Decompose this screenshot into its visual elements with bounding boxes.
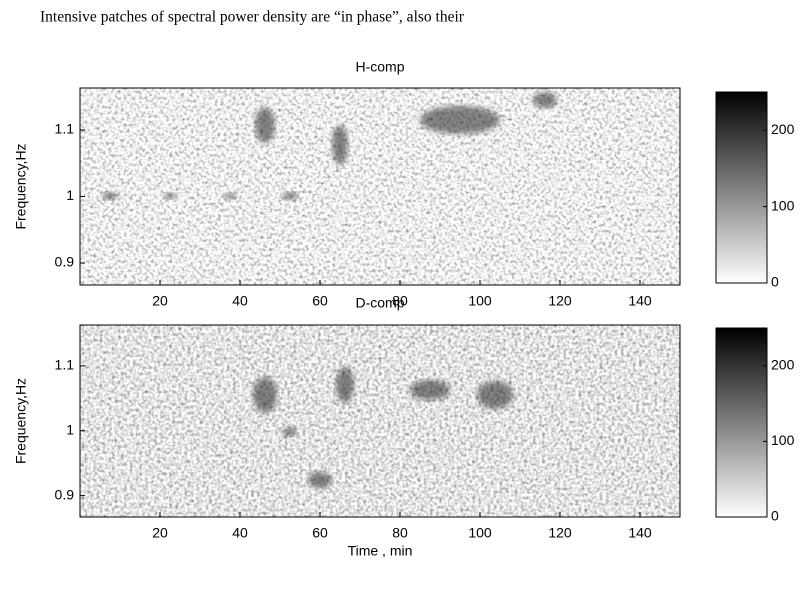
colorbar	[715, 327, 768, 518]
x-tick-label: 20	[152, 293, 168, 309]
spectrogram	[80, 88, 680, 285]
colorbar-tick-label: 200	[771, 357, 795, 373]
colorbar-tick-label: 200	[771, 121, 795, 137]
power-patch	[253, 377, 277, 413]
x-axis-label: Time , min	[348, 543, 413, 559]
colorbar-tick-label: 0	[771, 274, 779, 290]
y-tick-label: 1.1	[55, 357, 75, 373]
colorbar-tick-label: 100	[771, 197, 795, 213]
plot-frame	[79, 324, 681, 518]
y-tick-label: 0.9	[55, 486, 75, 502]
panel-title: D-comp	[355, 295, 404, 311]
x-tick-label: 120	[548, 293, 572, 309]
power-patch	[533, 92, 557, 108]
x-tick-label: 20	[152, 525, 168, 541]
y-tick-label: 1.1	[55, 121, 75, 137]
x-tick-label: 140	[628, 293, 652, 309]
power-patch	[332, 125, 348, 165]
x-tick-label: 100	[468, 525, 492, 541]
y-axis-label: Frequency,Hz	[13, 378, 29, 464]
body-text: Intensive patches of spectral power dens…	[40, 9, 465, 26]
x-tick-label: 100	[468, 293, 492, 309]
power-patch	[283, 427, 297, 437]
x-tick-label: 120	[548, 525, 572, 541]
y-tick-label: 1	[66, 187, 74, 203]
x-tick-label: 80	[392, 293, 408, 309]
colorbar-tick-label: 0	[771, 508, 779, 524]
y-tick-label: 1	[66, 421, 74, 437]
power-patch	[308, 472, 332, 488]
power-patch	[255, 107, 275, 143]
x-tick-label: 40	[232, 293, 248, 309]
x-tick-label: 80	[392, 525, 408, 541]
spectrogram	[80, 325, 680, 517]
colorbar	[715, 91, 768, 284]
power-patch	[410, 380, 450, 400]
x-tick-label: 140	[628, 525, 652, 541]
panel-title: H-comp	[355, 59, 404, 75]
x-tick-label: 60	[312, 293, 328, 309]
colorbar-tick-label: 100	[771, 432, 795, 448]
y-axis-label: Frequency,Hz	[13, 143, 29, 229]
power-patch	[336, 367, 354, 403]
power-patch	[420, 106, 500, 134]
x-tick-label: 40	[232, 525, 248, 541]
x-tick-label: 60	[312, 525, 328, 541]
power-patch	[223, 193, 237, 199]
power-patch	[282, 192, 298, 200]
plot-frame	[79, 87, 681, 286]
power-patch	[102, 192, 118, 200]
power-patch	[477, 381, 513, 409]
power-patch	[163, 193, 177, 199]
y-tick-label: 0.9	[55, 254, 75, 270]
